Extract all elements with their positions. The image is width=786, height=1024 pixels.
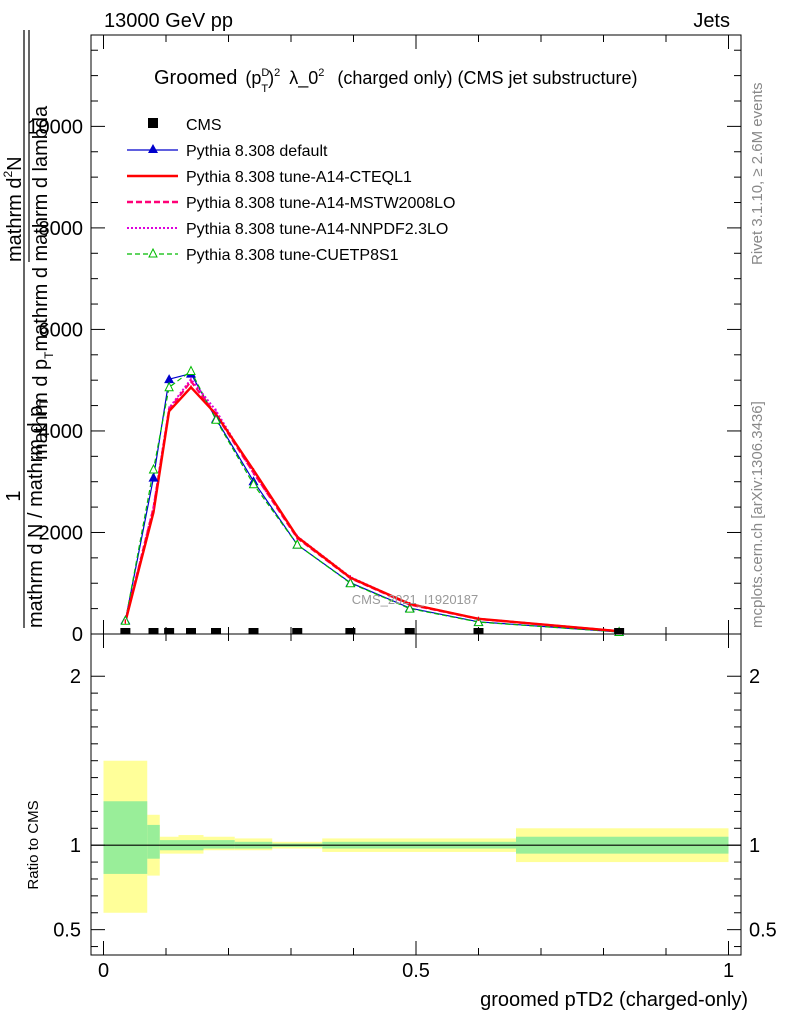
ratio-band-inner	[203, 840, 235, 849]
y-tick-label: 0	[72, 624, 83, 646]
ylabel-top: mathrm d2N	[1, 156, 26, 262]
point-default	[164, 374, 175, 384]
ratio-y-tick-label-right: 0.5	[749, 920, 777, 942]
point-cuetp8s1	[248, 478, 259, 489]
ratio-y-tick-label-right: 2	[749, 666, 760, 688]
ratio-y-tick-label-left: 2	[70, 666, 81, 688]
y-tick-label: 10000	[27, 116, 83, 138]
legend-cms-marker	[148, 118, 158, 128]
y-tick-label: 2000	[39, 522, 84, 544]
legend-default-marker	[148, 144, 158, 153]
point-cuetp8s1	[164, 381, 174, 392]
title-pt: p	[251, 68, 261, 88]
point-cuetp8s1	[148, 463, 159, 474]
title-suffix: (charged only) (CMS jet substructure)	[337, 68, 637, 88]
point-cuetp8s1	[404, 603, 415, 613]
title-pt-sup: D	[261, 67, 269, 79]
ratio-axis-ticks: 0.5 0.5 1 1 2 2 0 0.5 1	[53, 634, 777, 982]
point-cms	[473, 628, 484, 634]
point-cuetp8s1	[292, 539, 303, 549]
ylabel-denominator: mathrm d N / mathrm d pT	[25, 398, 51, 628]
x-axis-label: groomed pTD2 (charged-only)	[480, 989, 748, 1011]
ratio-band-inner	[147, 824, 160, 859]
title-pt-sub: T	[261, 83, 268, 95]
point-cms	[248, 628, 259, 634]
rivet-text: Rivet 3.1.10, ≥ 2.6M events	[749, 83, 766, 266]
y-tick-label: 6000	[39, 319, 84, 341]
point-cms	[292, 628, 303, 634]
ylabel-numerator: 1	[3, 490, 25, 501]
main-y-axis-label: 1 mathrm d2N mathrm d pTmathrm d mathrm …	[1, 30, 56, 628]
point-cuetp8s1	[473, 616, 484, 627]
point-default	[148, 472, 159, 482]
title-lambda-sup: 2	[318, 67, 324, 79]
plot-title: Groomed (pD T)2 λ_02 (charged only) (CMS …	[154, 60, 638, 95]
point-cms	[148, 628, 159, 634]
point-cms	[120, 628, 131, 634]
x-tick-label: 0.5	[402, 960, 430, 982]
x-tick-label: 0	[98, 960, 109, 982]
mcplots-text: mcplots.cern.ch [arXiv:1306.3436]	[749, 401, 766, 628]
point-cms	[614, 628, 625, 634]
main-axis-ticks: 0 2000 4000 6000 8000 10000	[27, 35, 741, 646]
point-cms	[211, 628, 221, 634]
title-power: 2	[274, 67, 280, 79]
header-left: 13000 GeV pp	[104, 10, 233, 32]
ratio-y-tick-label-left: 1	[70, 835, 81, 857]
header-right: Jets	[693, 10, 730, 32]
title-paren-open: (	[245, 68, 251, 88]
ratio-y-tick-label-right: 1	[749, 835, 760, 857]
point-cuetp8s1	[345, 577, 356, 588]
ratio-plot-frame	[90, 633, 742, 956]
ratio-band-inner	[103, 801, 148, 874]
main-series-layer	[120, 365, 625, 636]
y-tick-label: 8000	[39, 218, 84, 240]
legend: CMS Pythia 8.308 default Pythia 8.308 tu…	[127, 117, 455, 264]
analysis-watermark: CMS_2021_I1920187	[352, 592, 479, 607]
title-paren-close: )	[268, 68, 274, 88]
point-cms	[345, 628, 356, 634]
legend-cteql1-label: Pythia 8.308 tune-A14-CTEQL1	[186, 169, 412, 186]
point-cuetp8s1	[186, 365, 196, 376]
legend-mstw-label: Pythia 8.308 tune-A14-MSTW2008LO	[186, 195, 455, 212]
point-cms	[186, 628, 196, 634]
legend-default-label: Pythia 8.308 default	[186, 143, 328, 160]
ratio-y-tick-label-left: 0.5	[53, 920, 81, 942]
point-cuetp8s1	[211, 414, 221, 424]
ratio-y-axis-label: Ratio to CMS	[25, 800, 42, 889]
title-lambda: λ_0	[289, 68, 318, 89]
point-cms	[164, 628, 175, 634]
legend-cuetp8s1-marker	[148, 247, 158, 258]
legend-cms-label: CMS	[186, 117, 222, 134]
x-tick-label: 1	[723, 960, 734, 982]
legend-cuetp8s1-label: Pythia 8.308 tune-CUETP8S1	[186, 247, 399, 264]
y-tick-label: 4000	[39, 421, 84, 443]
point-cms	[404, 628, 415, 634]
legend-nnpdf-label: Pythia 8.308 tune-A14-NNPDF2.3LO	[186, 221, 448, 238]
ylabel-bottom: mathrm d pTmathrm d mathrm d lambda	[30, 105, 56, 460]
ratio-bands-layer	[91, 760, 741, 913]
title-prefix: Groomed	[154, 67, 237, 89]
